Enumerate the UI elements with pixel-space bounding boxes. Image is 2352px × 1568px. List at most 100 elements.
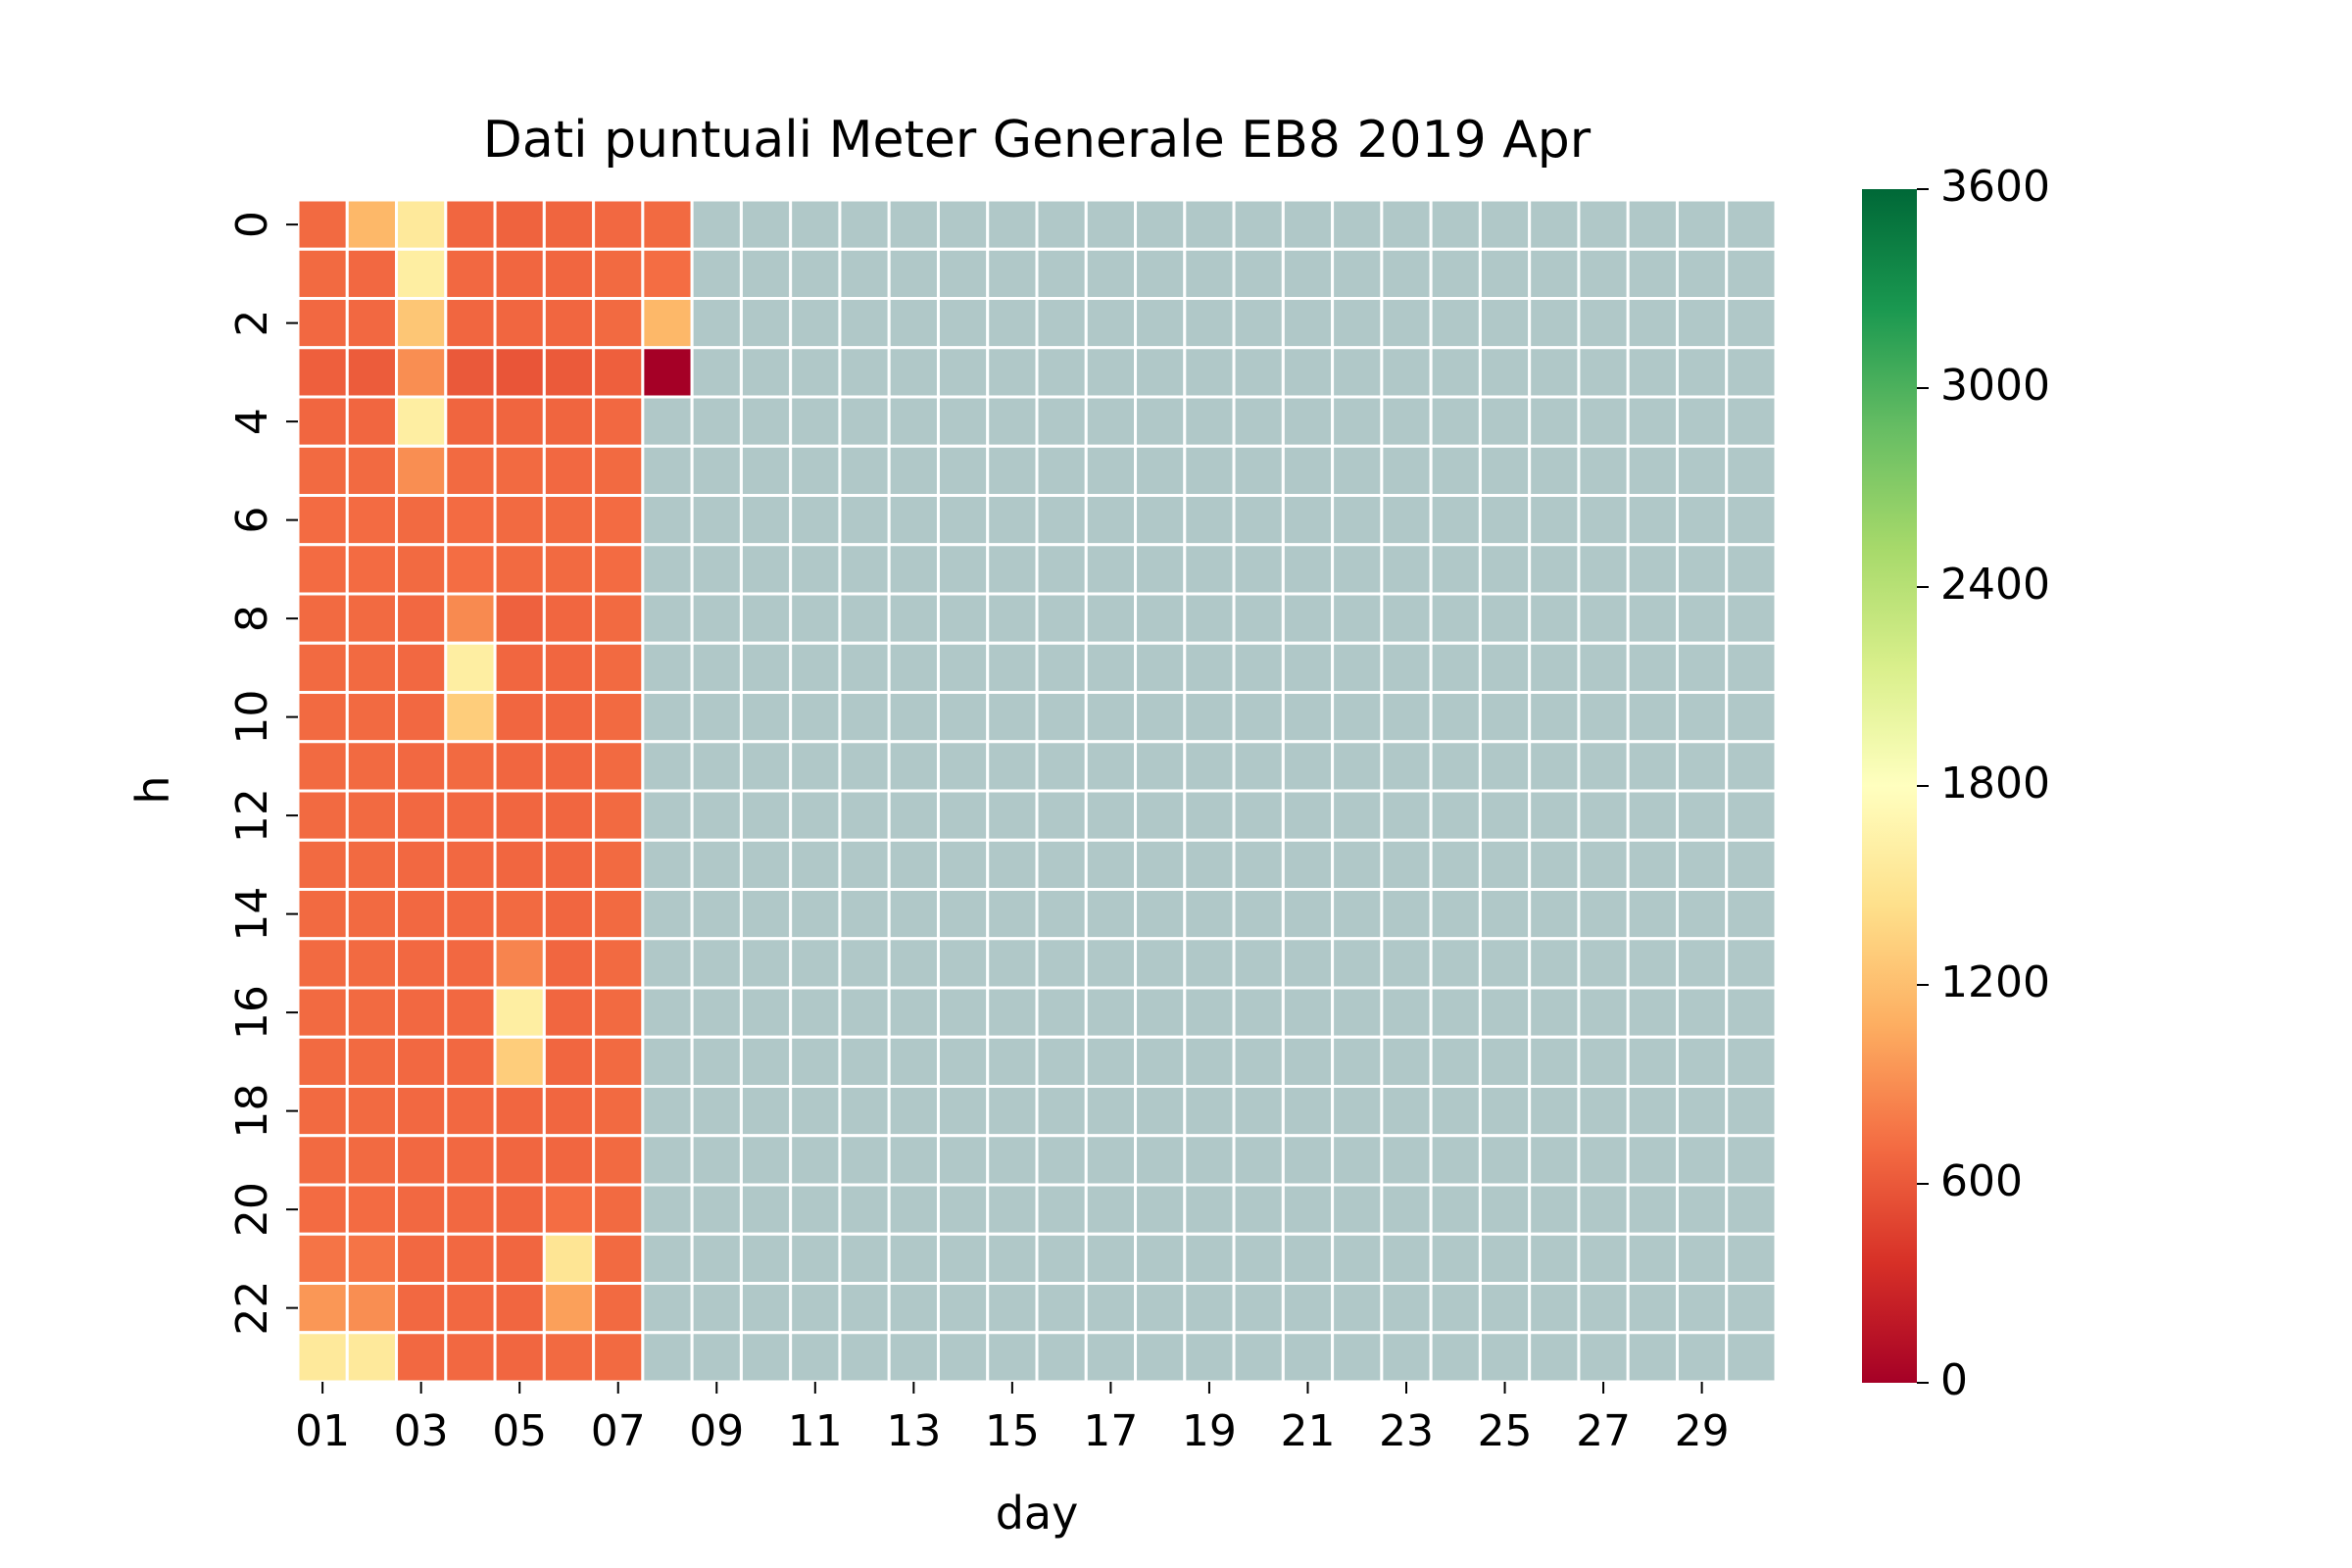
y-tick-label: 12 <box>227 788 277 843</box>
heatmap-cell <box>1626 395 1679 448</box>
heatmap-cell <box>1675 592 1729 645</box>
heatmap-cell <box>789 1232 842 1285</box>
heatmap-cell <box>1281 1134 1335 1187</box>
x-tick-label: 07 <box>591 1406 646 1456</box>
heatmap-cell <box>1725 740 1778 793</box>
heatmap-cell <box>493 395 546 448</box>
heatmap-cell <box>1035 1134 1088 1187</box>
heatmap-cell <box>1429 395 1482 448</box>
heatmap-cell <box>887 986 940 1039</box>
heatmap-cell <box>1134 198 1187 251</box>
heatmap-cell <box>1232 1282 1285 1335</box>
heatmap-cell <box>444 494 497 547</box>
heatmap-cell <box>1281 888 1335 941</box>
heatmap-cell <box>542 691 596 744</box>
heatmap-cell <box>1675 937 1729 990</box>
heatmap-cell <box>789 247 842 300</box>
heatmap-cell <box>1725 1282 1778 1335</box>
heatmap-cell <box>1134 543 1187 596</box>
heatmap-cell <box>1626 494 1679 547</box>
heatmap-cell <box>1478 592 1532 645</box>
heatmap-cell <box>1429 789 1482 842</box>
heatmap-cell <box>1478 1331 1532 1384</box>
heatmap-cell <box>1528 691 1581 744</box>
heatmap-cell <box>395 1183 448 1236</box>
heatmap-cell <box>1084 1183 1138 1236</box>
heatmap-cell <box>1626 198 1679 251</box>
colorbar-ticks: 0 600 1200 1800 2400 3000 3600 <box>1917 162 2050 1405</box>
heatmap-cell <box>641 838 694 891</box>
heatmap-cell <box>1281 543 1335 596</box>
heatmap-cell <box>936 1232 990 1285</box>
heatmap-cell <box>1429 494 1482 547</box>
heatmap-cell <box>493 297 546 350</box>
heatmap-cell <box>395 247 448 300</box>
heatmap-cell <box>1725 1183 1778 1236</box>
heatmap-cell <box>1528 1232 1581 1285</box>
heatmap-cell <box>345 1085 399 1138</box>
heatmap-cell <box>1725 346 1778 399</box>
heatmap-cell <box>690 1035 743 1088</box>
heatmap-cell <box>1675 789 1729 842</box>
heatmap-cell <box>1429 641 1482 694</box>
heatmap-cell <box>1281 1035 1335 1088</box>
heatmap-cell <box>641 1183 694 1236</box>
heatmap-cell <box>986 641 1039 694</box>
heatmap-cell <box>1675 1085 1729 1138</box>
heatmap-cell <box>345 888 399 941</box>
heatmap-cell <box>1281 740 1335 793</box>
heatmap-cell <box>395 592 448 645</box>
heatmap-cell <box>1577 198 1630 251</box>
heatmap-cell <box>1281 395 1335 448</box>
heatmap-cell <box>936 395 990 448</box>
heatmap-cell <box>1183 297 1236 350</box>
heatmap-cell <box>1134 691 1187 744</box>
heatmap-cell <box>936 1035 990 1088</box>
heatmap-cell <box>1626 247 1679 300</box>
heatmap-cell <box>789 494 842 547</box>
heatmap-cell <box>1626 1282 1679 1335</box>
heatmap-cell <box>1478 346 1532 399</box>
colorbar-tick-label: 0 <box>1940 1355 1968 1405</box>
heatmap-cell <box>395 1282 448 1335</box>
heatmap-cell <box>1281 494 1335 547</box>
heatmap-cell <box>542 346 596 399</box>
heatmap-cell <box>542 888 596 941</box>
heatmap-cell <box>887 1232 940 1285</box>
heatmap-cell <box>1232 395 1285 448</box>
heatmap-cell <box>1134 641 1187 694</box>
heatmap-cell <box>1331 198 1384 251</box>
heatmap-cell <box>838 838 891 891</box>
heatmap-cell <box>789 592 842 645</box>
heatmap-cell <box>1281 198 1335 251</box>
heatmap-cell <box>345 1331 399 1384</box>
heatmap-cell <box>1626 789 1679 842</box>
heatmap-cell <box>444 297 497 350</box>
heatmap-cell <box>444 888 497 941</box>
heatmap-cell <box>1528 937 1581 990</box>
heatmap-cell <box>1134 937 1187 990</box>
heatmap-cell <box>1577 1282 1630 1335</box>
heatmap-cell <box>986 1085 1039 1138</box>
heatmap-cell <box>1084 641 1138 694</box>
colorbar-tick-label: 1800 <box>1940 759 2050 808</box>
heatmap-cell <box>592 444 645 497</box>
heatmap-cell <box>395 740 448 793</box>
heatmap-cell <box>838 297 891 350</box>
heatmap-cell <box>936 740 990 793</box>
heatmap-cell <box>1429 1232 1482 1285</box>
heatmap-cell <box>1035 789 1088 842</box>
heatmap-cell <box>641 247 694 300</box>
heatmap-cell <box>739 691 793 744</box>
heatmap-cell <box>1577 641 1630 694</box>
heatmap-cell <box>1725 641 1778 694</box>
heatmap-cell <box>838 1282 891 1335</box>
heatmap-cell <box>296 641 349 694</box>
heatmap-cell <box>1232 641 1285 694</box>
heatmap-cell <box>690 888 743 941</box>
heatmap-cell <box>1035 346 1088 399</box>
heatmap-cell <box>936 691 990 744</box>
heatmap-cell <box>789 395 842 448</box>
heatmap-cell <box>1035 247 1088 300</box>
heatmap-cell <box>542 937 596 990</box>
